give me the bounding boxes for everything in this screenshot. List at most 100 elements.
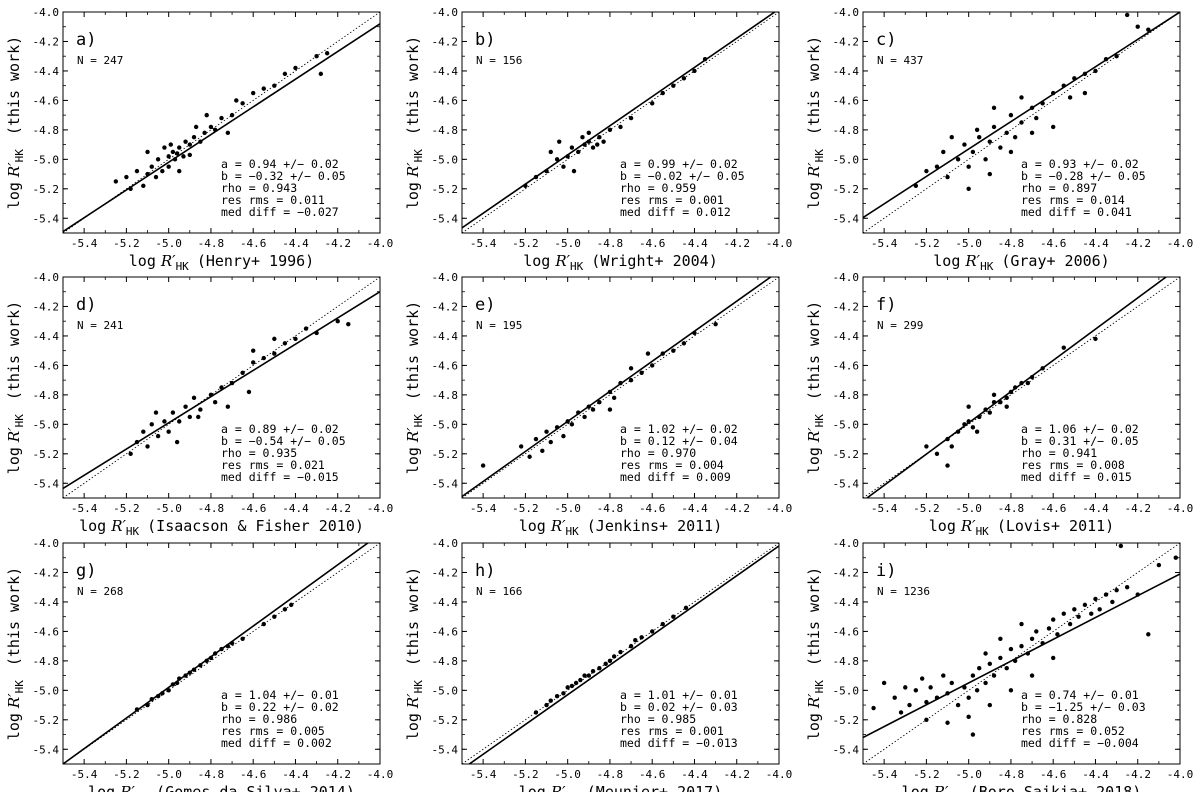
y-tick-label: -4.2 xyxy=(833,566,860,579)
x-tick-label: -5.2 xyxy=(113,502,140,515)
plot-frame xyxy=(62,11,381,234)
data-point xyxy=(540,448,545,454)
x-axis-subscript: HK xyxy=(980,260,994,273)
data-point xyxy=(595,142,600,147)
panel-label: f) xyxy=(876,295,896,315)
fit-stat: b = −0.32 +/− 0.05 xyxy=(221,169,346,183)
chart-panel-6: -5.4 -5.2 -5.0 -4.8 -4.6 -4.4 -4.2 -4.0 -5.4 -5.2… xyxy=(805,271,1193,538)
data-point xyxy=(1004,404,1009,409)
data-point xyxy=(561,164,566,169)
data-point xyxy=(590,145,596,150)
x-tick-label: -4.0 xyxy=(766,237,793,250)
data-point xyxy=(582,673,587,678)
data-point xyxy=(202,130,207,136)
y-tick-label: -5.2 xyxy=(432,448,459,461)
x-tick-label: -4.6 xyxy=(240,768,267,781)
data-point xyxy=(1008,389,1014,395)
data-point xyxy=(966,186,971,191)
x-axis-prefix: log xyxy=(88,783,115,792)
fit-stat: a = 1.06 +/− 0.02 xyxy=(1021,422,1139,436)
data-point xyxy=(229,640,235,646)
x-tick-label: -4.4 xyxy=(681,502,708,515)
data-point xyxy=(170,410,176,415)
y-tick-label: -4.6 xyxy=(432,625,459,638)
fit-stat: rho = 0.986 xyxy=(221,712,297,726)
x-tick-label: -4.0 xyxy=(1167,768,1194,781)
x-tick-label: -5.0 xyxy=(955,768,982,781)
x-tick-label: -4.6 xyxy=(1040,502,1067,515)
data-point xyxy=(166,154,171,159)
y-axis-source: (this work) xyxy=(404,567,422,666)
x-tick-label: -4.0 xyxy=(766,502,793,515)
fit-stat: res rms = 0.011 xyxy=(221,193,325,207)
x-axis-prefix: log xyxy=(519,783,546,792)
x-tick-label: -4.6 xyxy=(1040,768,1067,781)
data-point xyxy=(251,360,256,365)
data-point xyxy=(913,183,919,189)
data-point xyxy=(650,101,655,106)
data-point xyxy=(193,124,199,130)
data-point xyxy=(533,710,539,715)
data-point xyxy=(1019,120,1024,125)
data-point xyxy=(1040,366,1045,371)
y-tick-label: -4.2 xyxy=(33,300,60,313)
data-point xyxy=(155,157,161,162)
panel-label: b) xyxy=(475,30,495,50)
x-tick-label: -4.8 xyxy=(998,502,1025,515)
x-axis-prefix: log xyxy=(929,517,956,535)
x-tick-label: -4.2 xyxy=(723,502,750,515)
data-point xyxy=(196,414,201,420)
y-axis-subscript: HK xyxy=(813,414,826,428)
data-point xyxy=(261,355,266,361)
data-point xyxy=(607,407,613,412)
plot-frame xyxy=(862,11,1181,234)
sample-count: N = 247 xyxy=(77,54,123,67)
y-tick-label: -4.2 xyxy=(432,300,459,313)
y-axis-title: log R′HK (this work) xyxy=(404,36,425,209)
fit-stat: med diff = 0.012 xyxy=(620,205,731,219)
data-point xyxy=(234,98,239,103)
x-axis-subscript: HK xyxy=(570,260,584,273)
data-point xyxy=(569,683,575,689)
data-point xyxy=(633,638,638,643)
data-point xyxy=(187,152,192,158)
x-axis-prefix: log xyxy=(902,783,929,792)
y-axis-prefix: log xyxy=(5,447,23,474)
x-tick-label: -4.6 xyxy=(240,237,267,250)
data-point xyxy=(945,720,950,725)
data-point xyxy=(966,714,971,720)
data-point xyxy=(1029,105,1035,110)
data-point xyxy=(970,732,976,737)
x-tick-label: -4.6 xyxy=(240,502,267,515)
y-axis-prefix: log xyxy=(404,182,422,209)
data-point xyxy=(1103,592,1109,597)
data-point xyxy=(204,112,209,118)
data-point xyxy=(607,389,613,395)
data-point xyxy=(1046,626,1052,631)
data-point xyxy=(1103,56,1109,62)
data-point xyxy=(561,691,566,696)
y-axis-prefix: log xyxy=(805,713,823,740)
data-point xyxy=(174,151,180,156)
data-point xyxy=(639,635,644,640)
data-point xyxy=(166,429,171,434)
fit-line xyxy=(462,12,777,229)
x-tick-label: -4.8 xyxy=(597,502,624,515)
x-tick-label: -4.4 xyxy=(1082,502,1109,515)
data-point xyxy=(314,54,319,59)
y-axis-title: log R′HK (this work) xyxy=(404,567,425,740)
y-axis-source: (this work) xyxy=(404,36,422,135)
x-tick-label: -4.2 xyxy=(1124,768,1151,781)
data-point xyxy=(660,90,665,96)
data-point xyxy=(974,127,980,133)
x-axis-title: log R′HK (Jenkins+ 2011) xyxy=(519,517,723,538)
data-point xyxy=(1008,688,1014,693)
y-axis-symbol: R′ xyxy=(404,693,422,709)
data-point xyxy=(282,607,288,612)
fit-line xyxy=(467,545,779,764)
data-point xyxy=(1076,614,1081,619)
plot-area xyxy=(863,543,1180,764)
data-point xyxy=(1082,71,1088,77)
x-tick-label: -4.2 xyxy=(723,237,750,250)
data-point xyxy=(962,422,967,427)
